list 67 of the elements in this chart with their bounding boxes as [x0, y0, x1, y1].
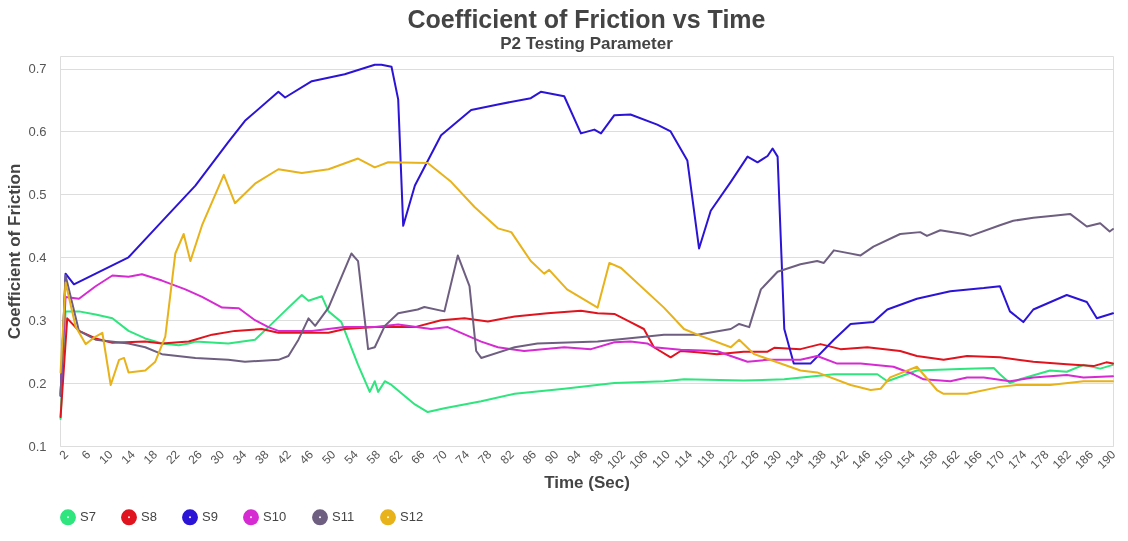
y-tick-label: 0.1 [28, 438, 47, 454]
x-tick-label: 50 [319, 447, 339, 467]
x-tick-label: 90 [541, 447, 562, 467]
x-tick-label: 46 [296, 447, 317, 467]
line-series [59, 212, 1114, 397]
x-tick-label: 34 [229, 447, 250, 467]
x-tick-label: 18 [140, 447, 161, 467]
y-tick-label: 0.6 [28, 123, 47, 139]
x-tick-label: 154 [893, 447, 919, 472]
x-tick-label: 150 [871, 447, 896, 472]
x-tick-label: 86 [519, 447, 540, 467]
y-tick-label: 0.2 [28, 375, 47, 391]
x-tick-label: 42 [274, 447, 295, 467]
x-tick-label: 110 [649, 447, 673, 471]
legend-label: S10 [263, 509, 287, 525]
x-tick-label: 114 [671, 447, 696, 471]
y-tick-label: 0.4 [28, 249, 47, 265]
x-tick-label: 166 [960, 447, 985, 472]
x-tick-label: 94 [564, 447, 584, 467]
y-tick-label: 0.5 [28, 186, 47, 202]
x-tick-label: 158 [916, 447, 941, 472]
x-tick-label: 30 [207, 447, 228, 467]
x-tick-label: 162 [938, 447, 963, 472]
x-axis-title: Time (Sec) [544, 472, 630, 492]
x-tick-label: 102 [604, 447, 629, 472]
x-tick-label: 74 [452, 447, 473, 467]
y-axis-title: Coefficient of Friction [5, 163, 25, 340]
x-tick-label: 186 [1072, 447, 1097, 472]
x-tick-label: 190 [1094, 447, 1119, 472]
chart-title: Coefficient of Friction vs Time [407, 5, 766, 33]
x-tick-label: 82 [497, 447, 517, 467]
x-tick-label: 38 [252, 447, 272, 467]
legend-label: S12 [400, 509, 424, 525]
x-tick-label: 138 [804, 447, 829, 472]
x-tick-label: 26 [185, 447, 205, 467]
x-tick-label: 78 [475, 447, 495, 467]
x-tick-label: 182 [1049, 447, 1075, 472]
x-tick-label: 6 [78, 447, 94, 463]
x-tick-label: 98 [586, 447, 607, 467]
legend-label: S11 [332, 509, 355, 525]
x-tick-label: 106 [626, 447, 651, 472]
x-tick-label: 66 [408, 447, 428, 467]
x-tick-label: 178 [1027, 447, 1052, 472]
x-tick-label: 54 [341, 447, 361, 467]
x-tick-label: 62 [385, 447, 406, 467]
legend-label: S8 [141, 509, 157, 525]
x-tick-label: 2 [56, 447, 72, 463]
x-tick-label: 130 [760, 447, 785, 472]
chart-subtitle: P2 Testing Parameter [500, 34, 674, 53]
x-tick-label: 118 [693, 447, 718, 471]
x-tick-label: 70 [430, 447, 451, 467]
x-tick-label: 122 [715, 447, 740, 472]
x-tick-label: 22 [163, 447, 183, 467]
x-tick-label: 174 [1005, 447, 1030, 472]
x-tick-label: 142 [826, 447, 852, 472]
x-tick-label: 10 [96, 447, 116, 467]
x-tick-label: 134 [782, 447, 807, 472]
y-tick-label: 0.7 [28, 61, 47, 77]
x-tick-label: 14 [118, 447, 139, 467]
x-tick-label: 126 [737, 447, 763, 472]
x-tick-label: 58 [363, 447, 384, 467]
legend-label: S7 [80, 509, 96, 525]
y-tick-label: 0.3 [28, 312, 47, 328]
x-tick-label: 170 [982, 447, 1008, 472]
legend-label: S9 [202, 509, 218, 525]
x-tick-label: 146 [849, 447, 874, 472]
line-series [59, 157, 1114, 395]
